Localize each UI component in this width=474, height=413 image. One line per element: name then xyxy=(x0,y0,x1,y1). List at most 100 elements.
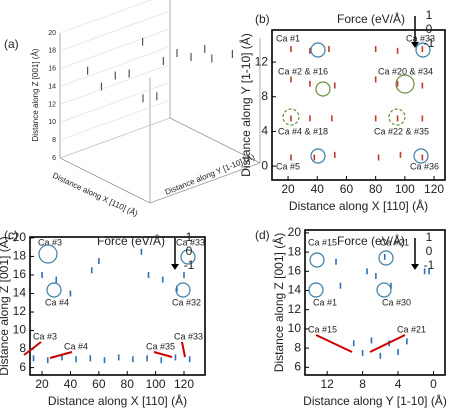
force-tick-label: 0 xyxy=(426,22,433,36)
atom-label: Ca #36 xyxy=(410,161,439,171)
plot-frame xyxy=(29,236,206,376)
force-label: Force (eV/Å) xyxy=(97,233,165,248)
atom-label: Ca #33 xyxy=(174,331,203,341)
highlight-circle xyxy=(378,250,394,266)
x-tick-label: 12 xyxy=(320,377,334,391)
grid-line xyxy=(59,28,171,69)
y-tick-label: 12 xyxy=(288,302,302,316)
highlight-circle xyxy=(388,108,406,126)
x-tick-label: 20 xyxy=(35,377,49,391)
x-tick-label: 40 xyxy=(64,377,78,391)
grid-line xyxy=(59,10,171,52)
force-tick-label: 0 xyxy=(426,244,433,258)
highlight-circle xyxy=(310,42,326,58)
atom-label: Ca #30 xyxy=(382,297,411,307)
z-tick-label: 10 xyxy=(48,119,56,126)
z-tick-label: 18 xyxy=(48,48,56,55)
grid-line xyxy=(59,99,171,141)
atom-label: Ca #15 xyxy=(308,324,337,334)
pointer-arrow xyxy=(23,341,42,356)
y-tick-label: 10 xyxy=(13,323,27,337)
highlight-circle xyxy=(38,244,58,264)
atom-label: Ca #32 xyxy=(172,297,201,307)
box-edge xyxy=(169,117,261,164)
force-tick-label: -1 xyxy=(424,36,435,50)
y-tick-label: 0 xyxy=(261,158,268,172)
x-tick-label: 60 xyxy=(92,377,106,391)
y-axis-label: Distance along Y [1-10] (Å) xyxy=(238,33,253,177)
z-tick-label: 14 xyxy=(48,83,56,90)
pointer-arrow xyxy=(181,341,186,358)
highlight-circle xyxy=(309,252,325,268)
force-scale-head xyxy=(411,42,419,48)
x-tick-label: 120 xyxy=(174,377,194,391)
panel-label: (a) xyxy=(4,37,19,51)
z-tick-label: 20 xyxy=(48,30,56,37)
atom-label: Ca #2 & #16 xyxy=(278,66,328,76)
atom-label: Ca #15 xyxy=(308,237,337,247)
atom-label: Ca #3 xyxy=(33,331,57,341)
force-tick-label: 1 xyxy=(426,8,433,22)
x-axis-label: Distance along X [110] (Å) xyxy=(48,393,187,408)
highlight-circle xyxy=(310,148,326,164)
pointer-arrow xyxy=(153,351,173,358)
z-tick-label: 8 xyxy=(52,137,56,144)
highlight-circle xyxy=(180,249,196,265)
pointer-arrow xyxy=(49,351,73,359)
box-edge xyxy=(149,162,261,204)
z-tick-label: 12 xyxy=(48,101,56,108)
force-tick-label: 1 xyxy=(186,230,193,244)
atom-label: Ca #22 & #35 xyxy=(374,126,429,136)
x-tick-label: 8 xyxy=(359,377,366,391)
highlight-circle xyxy=(315,81,331,97)
atom-label: Ca #21 xyxy=(397,324,426,334)
y-tick-label: 18 xyxy=(13,249,27,263)
y-tick-label: 4 xyxy=(261,124,268,138)
x-tick-label: 0 xyxy=(430,377,437,391)
force-label: Force (eV/Å) xyxy=(337,233,405,248)
grid-line xyxy=(59,0,152,34)
force-tick-label: 0 xyxy=(186,244,193,258)
y-tick-label: 16 xyxy=(13,267,27,281)
y-axis-label: Distance along Z [001] (Å) xyxy=(271,233,286,372)
panel-label: (d) xyxy=(255,228,270,242)
atom-label: Ca #4 xyxy=(64,341,88,351)
x-tick-label: 40 xyxy=(311,182,325,196)
pointer-arrow xyxy=(369,334,406,353)
y-tick-label: 20 xyxy=(288,225,302,239)
highlight-circle xyxy=(175,282,191,298)
highlight-circle xyxy=(413,148,429,164)
y-tick-label: 12 xyxy=(255,54,269,68)
z-axis-label: Distance along Z [001] (Å) xyxy=(31,48,40,141)
atom-label: Ca #21 xyxy=(380,237,409,247)
atom-label: Ca #5 xyxy=(276,161,300,171)
atom-label: Ca #1 xyxy=(313,297,337,307)
atom-label: Ca #4 xyxy=(45,297,69,307)
highlight-circle xyxy=(46,282,62,298)
y-tick-label: 8 xyxy=(19,341,26,355)
force-label: Force (eV/Å) xyxy=(337,11,405,26)
atom-label: Ca #33 xyxy=(176,237,205,247)
highlight-circle xyxy=(376,282,392,298)
highlight-circle xyxy=(395,74,415,94)
x-tick-label: 120 xyxy=(424,182,444,196)
y-tick-label: 20 xyxy=(13,230,27,244)
y-tick-label: 8 xyxy=(294,340,301,354)
highlight-circle xyxy=(282,108,300,126)
force-scale-head xyxy=(171,264,179,270)
atom-label: Ca #35 xyxy=(146,341,175,351)
x-tick-label: 20 xyxy=(281,182,295,196)
x-tick-label: 60 xyxy=(340,182,354,196)
grid-line xyxy=(59,64,171,105)
atom-label: Ca #3 xyxy=(38,237,62,247)
x-tick-label: 100 xyxy=(146,377,166,391)
plot-frame xyxy=(304,229,446,376)
x-axis-label: Distance along X [110] (Å) xyxy=(289,198,428,213)
pointer-arrow xyxy=(315,334,353,353)
highlight-circle xyxy=(415,42,431,58)
y-tick-label: 14 xyxy=(288,283,302,297)
y-tick-label: 6 xyxy=(19,360,26,374)
y-tick-label: 6 xyxy=(294,359,301,373)
y-tick-label: 10 xyxy=(288,321,302,335)
